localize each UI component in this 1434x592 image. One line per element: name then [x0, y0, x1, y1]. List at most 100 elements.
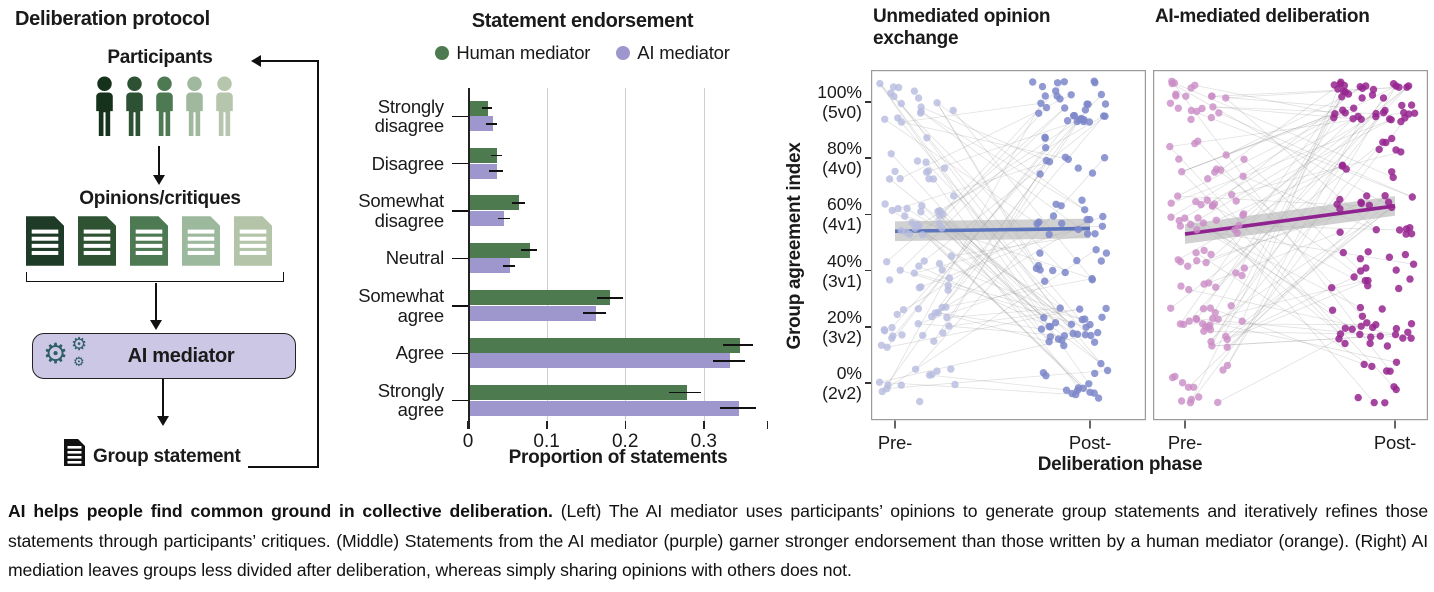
pre-dot: [1239, 210, 1248, 218]
post-dot: [1407, 320, 1416, 328]
post-dot: [1091, 230, 1099, 238]
post-dot: [1339, 248, 1347, 257]
post-dot: [1068, 389, 1076, 398]
post-dot: [1088, 274, 1096, 283]
link-line: [1227, 119, 1362, 366]
pre-dot: [922, 158, 930, 166]
error-bar: [521, 249, 538, 252]
link-line: [916, 223, 1084, 389]
link-line: [925, 161, 1095, 343]
category-label: Disagree: [371, 152, 445, 174]
pre-dot: [1175, 155, 1183, 163]
post-dot: [1376, 332, 1384, 340]
pre-dot: [1194, 214, 1202, 222]
link-line: [887, 308, 1080, 348]
pre-dot: [1195, 393, 1203, 401]
link-line: [879, 83, 1066, 273]
post-dot: [1083, 215, 1091, 224]
doc-lines: [187, 229, 215, 255]
pre-dot: [1239, 172, 1247, 180]
pre-dot: [949, 106, 957, 115]
category-label: Agree: [395, 342, 445, 364]
person-body: [96, 92, 113, 136]
x-tick: [766, 421, 769, 429]
post-dot: [1074, 164, 1082, 172]
error-bar: [582, 312, 607, 315]
group-statement-label: Group statement: [93, 446, 241, 467]
x-tick-label: 0.2: [611, 431, 639, 452]
post-dot: [1392, 358, 1401, 366]
link-line: [948, 308, 1080, 327]
pre-dot: [938, 266, 946, 274]
error-bar: [713, 359, 746, 362]
group-statement-doc-icon: [64, 439, 85, 466]
post-dot: [1407, 230, 1416, 238]
pre-dot: [914, 305, 923, 313]
post-dot: [1387, 116, 1395, 124]
post-dot: [1372, 226, 1380, 234]
pre-dot: [903, 204, 911, 213]
person-body: [216, 92, 233, 136]
post-dot: [1358, 94, 1366, 102]
post-dot: [1049, 212, 1058, 220]
link-line: [1211, 335, 1381, 347]
post-dot: [1364, 248, 1372, 256]
bar-ai-mediator: [469, 400, 739, 416]
participants-label: Participants: [107, 47, 213, 68]
category-tick: [452, 257, 468, 260]
link-line: [1191, 110, 1413, 198]
pre-dot: [914, 320, 922, 328]
pre-dot: [1212, 165, 1221, 173]
gridline: [546, 88, 548, 421]
ai-mediator-box: ⚙ ⚙ ⚙ AI mediator: [32, 333, 296, 379]
post-dot: [1407, 334, 1415, 342]
post-dot: [1037, 99, 1045, 107]
pre-dot: [1174, 104, 1182, 112]
pre-dot: [1184, 383, 1193, 391]
post-dot: [1395, 284, 1403, 293]
post-dot: [1078, 196, 1086, 204]
post-dot: [1041, 134, 1049, 142]
pre-dot: [911, 365, 920, 373]
document-icon: [234, 216, 272, 266]
pre-dot: [913, 157, 922, 165]
post-dot: [1036, 170, 1044, 178]
doc-lines: [67, 446, 82, 464]
link-line: [1209, 207, 1392, 326]
link-line: [1190, 113, 1410, 403]
link-line: [942, 160, 1047, 334]
pre-dot: [947, 365, 955, 373]
pre-dot: [1167, 199, 1175, 207]
doc-shape: [78, 216, 116, 266]
ai-mediator-label: AI mediator: [127, 344, 235, 367]
pre-dot: [887, 150, 895, 158]
link-line: [918, 280, 1045, 325]
post-dots: [1328, 78, 1419, 407]
bar-ai-mediator: [469, 163, 497, 179]
post-dot: [1042, 156, 1051, 165]
post-dot: [1086, 388, 1094, 396]
post-dot: [1363, 192, 1371, 200]
statement-endorsement-chart: Statement endorsement Human mediator AI …: [345, 0, 805, 490]
post-dot: [1097, 257, 1105, 265]
pre-dot: [915, 262, 923, 270]
link-line: [942, 213, 1108, 371]
link-line: [1177, 85, 1397, 197]
pre-dot: [901, 212, 909, 220]
link-line: [1236, 119, 1392, 202]
pre-dot: [896, 266, 904, 274]
pre-dot: [1232, 269, 1240, 277]
pre-dot: [876, 79, 884, 88]
rect: [31, 229, 59, 234]
shared-x-axis-label: Deliberation phase: [1037, 454, 1203, 475]
link-line: [1212, 280, 1366, 319]
pre-dot: [1177, 282, 1185, 290]
scatter-panel-ai-mediated: [1153, 70, 1428, 429]
pre-dot: [910, 269, 918, 277]
link-line: [1188, 85, 1397, 322]
rect: [187, 250, 215, 255]
rect: [187, 229, 215, 234]
post-dot: [1081, 106, 1090, 114]
person-head: [217, 76, 232, 91]
pre-dot: [920, 257, 928, 265]
